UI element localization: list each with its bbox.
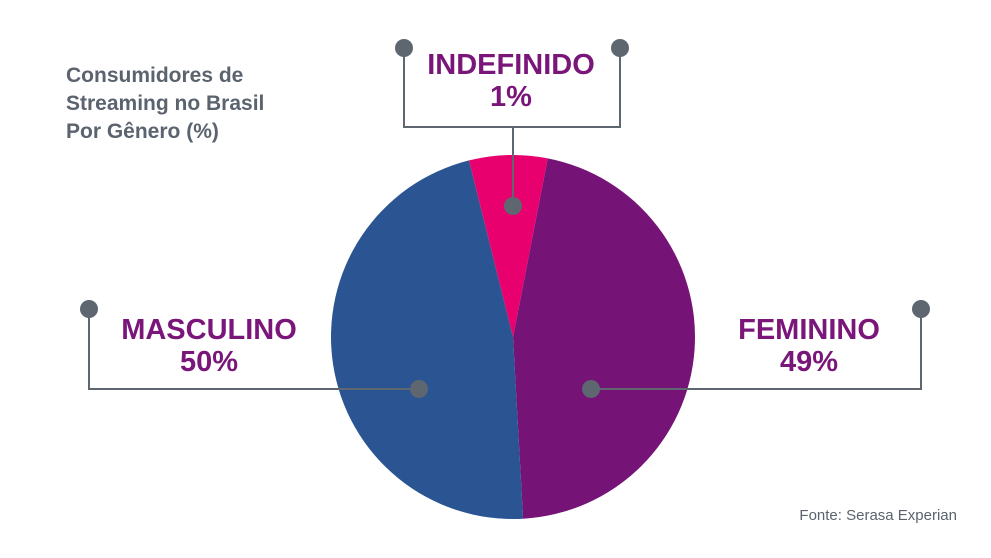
label-masculino: MASCULINO 50%: [79, 314, 339, 378]
callout-dot: [80, 300, 98, 318]
callout-line-masculino: [88, 309, 419, 390]
label-feminino: FEMININO 49%: [679, 314, 939, 378]
pie-slice-feminino: [513, 158, 695, 519]
slice-label: INDEFINIDO: [427, 49, 595, 81]
slice-value-label: 50%: [179, 346, 239, 378]
slice-label: MASCULINO: [121, 314, 297, 346]
pie-slice-masculino: [331, 160, 524, 519]
slice-label: FEMININO: [738, 314, 880, 346]
source-note: Fonte: Serasa Experian: [799, 507, 957, 524]
callout-line-feminino: [591, 309, 922, 390]
slice-value-label: 1%: [490, 81, 532, 113]
callout-dot: [912, 300, 930, 318]
pie-slice-indefinido: [468, 155, 548, 337]
callout-dot: [504, 197, 522, 215]
chart-title: Consumidores de Streaming no Brasil Por …: [66, 64, 265, 143]
slice-value-label: 49%: [779, 346, 839, 378]
label-indefinido: INDEFINIDO 1%: [381, 49, 641, 113]
callout-dot: [582, 380, 600, 398]
callout-dot: [410, 380, 428, 398]
callout-dot: [611, 39, 629, 57]
callout-dot: [395, 39, 413, 57]
